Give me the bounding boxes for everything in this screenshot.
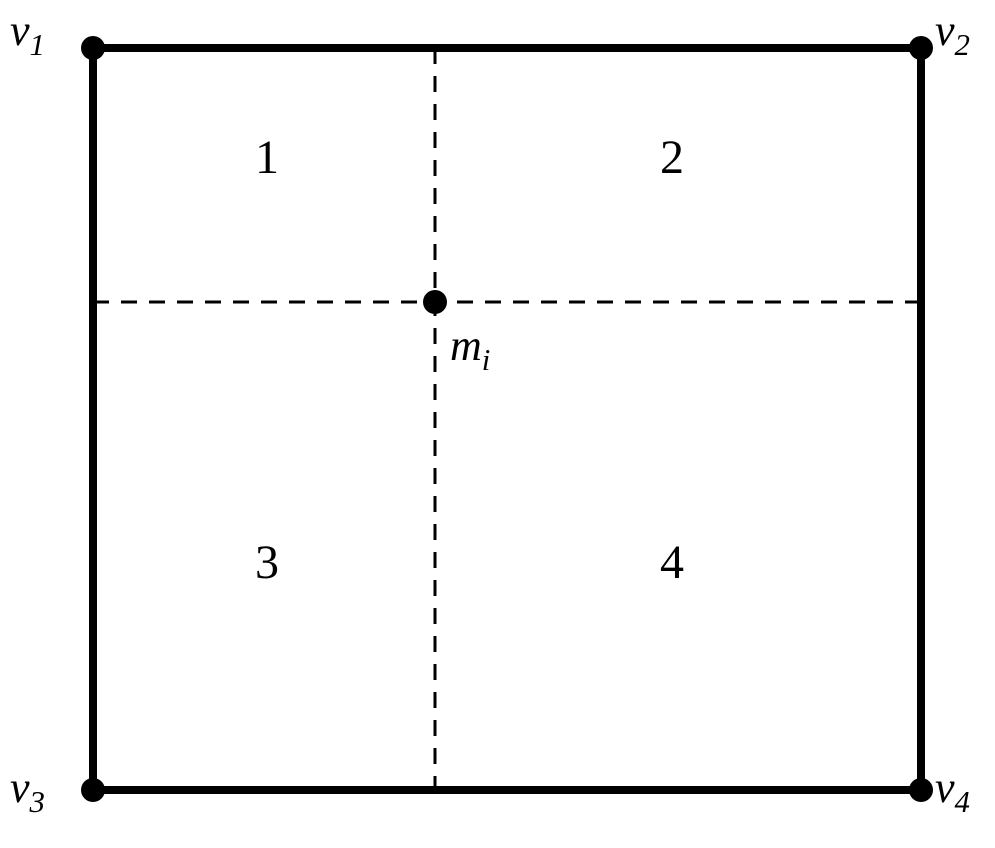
center-label: mi: [450, 320, 490, 378]
vertex-sub-v2: 2: [955, 28, 970, 62]
region-label-1: 1: [255, 130, 279, 185]
vertex-label-v3: v3: [10, 762, 45, 820]
region-label-3: 3: [255, 535, 279, 590]
region-label-4: 4: [660, 535, 684, 590]
diagram-svg: [0, 0, 995, 848]
vertex-letter-v3: v: [10, 763, 30, 812]
diagram-container: v1 v2 v3 v4 mi 1 2 3 4: [0, 0, 995, 848]
vertex-sub-v1: 1: [30, 28, 45, 62]
vertex-letter-v4: v: [935, 763, 955, 812]
center-sub: i: [482, 343, 491, 377]
vertex-sub-v3: 3: [30, 785, 45, 819]
vertex-sub-v4: 4: [955, 785, 970, 819]
vertex-label-v1: v1: [10, 5, 45, 63]
region-label-2: 2: [660, 130, 684, 185]
center-letter: m: [450, 321, 482, 370]
vertex-label-v2: v2: [935, 5, 970, 63]
vertex-letter-v1: v: [10, 6, 30, 55]
vertex-label-v4: v4: [935, 762, 970, 820]
vertex-letter-v2: v: [935, 6, 955, 55]
